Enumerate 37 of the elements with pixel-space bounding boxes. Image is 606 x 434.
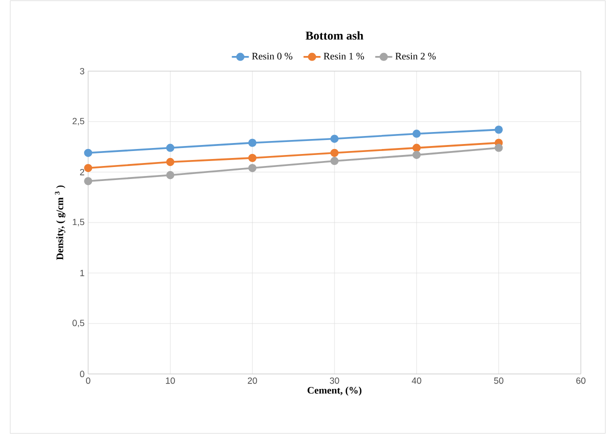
point [166,158,174,166]
point [330,148,339,157]
point [412,130,421,138]
x-tick-label: 50 [494,377,504,384]
point [248,154,256,162]
y-tick-label: 2 [80,168,84,176]
x-tick-label: 0 [86,377,90,384]
chart-title: Bottom ash [306,31,364,40]
x-tick-label: 20 [248,377,258,384]
y-tick-label: 3 [80,68,84,74]
legend-label: Resin 0 % [252,52,292,60]
point [166,144,174,152]
point [84,164,92,172]
point [330,156,339,166]
x-tick-label: 30 [330,377,340,384]
legend-label: Resin 1 % [324,52,364,60]
x-tick-label: 40 [412,377,422,384]
y-axis-title: Density, ( g/cm $^{3}$ ) [54,185,66,260]
point [84,177,92,186]
y-tick-label: 2,5 [72,118,84,126]
point [330,134,339,143]
x-tick-label: 10 [166,377,175,384]
point [166,170,174,180]
x-tick-label: 60 [576,377,586,384]
point [494,144,503,152]
y-tick-label: 1,5 [72,218,84,226]
y-tick-label: 1 [80,270,84,276]
x-axis-title: Cement, (%) [308,386,362,396]
point [84,148,92,157]
y-tick-label: 0 [80,370,84,378]
point [412,150,421,159]
y-tick-label: 0,5 [72,320,84,328]
point [248,164,256,172]
point [412,144,421,152]
point [494,126,503,134]
point [248,138,256,147]
legend-label: Resin 2 % [395,52,436,60]
